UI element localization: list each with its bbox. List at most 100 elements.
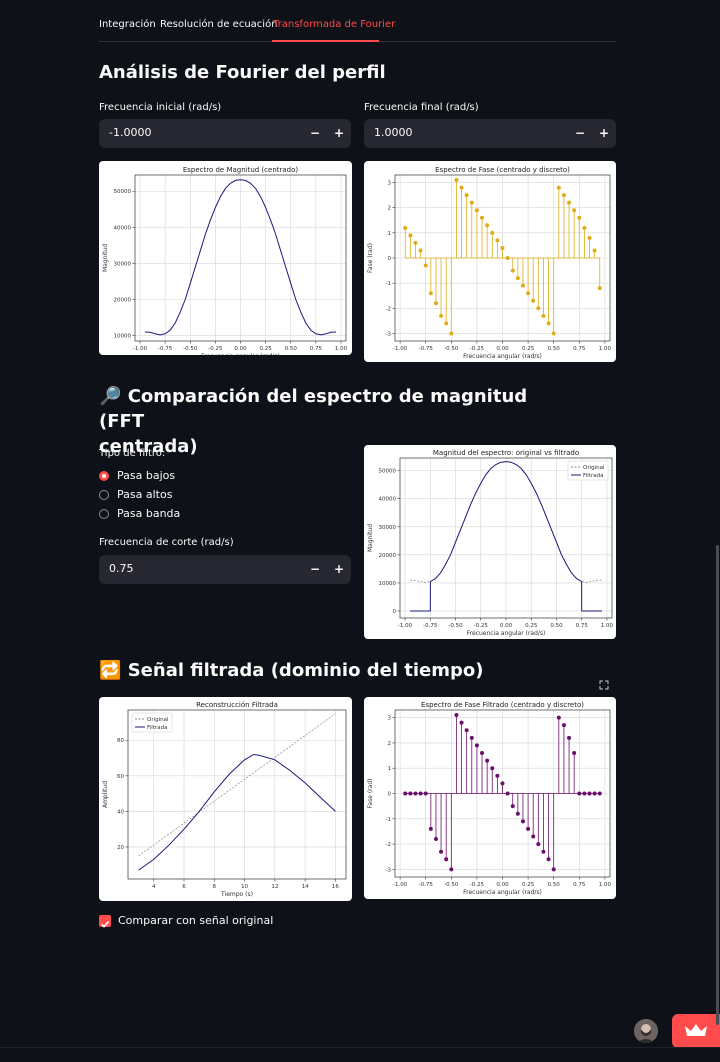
page-scrollbar[interactable] (716, 545, 719, 1025)
stem-marker (495, 238, 500, 243)
x-tick-label: 0.25 (259, 346, 272, 352)
stem-marker (444, 857, 449, 862)
tab-integracion[interactable]: Integración (99, 19, 156, 30)
x-tick-label: 16 (332, 884, 339, 890)
filtered-phase-chart: Espectro de Fase Filtrado (centrado y di… (367, 701, 612, 896)
y-tick-label: 1 (388, 231, 392, 237)
x-tick-label: -0.75 (423, 623, 438, 629)
x-axis-label: Frecuencia angular (rad/s) (201, 353, 280, 355)
x-tick-label: 0.75 (310, 346, 323, 352)
compare-checkbox[interactable] (99, 915, 111, 928)
radio-pasa-banda-label[interactable]: Pasa banda (117, 507, 181, 520)
x-tick-label: -0.50 (183, 346, 198, 352)
stem-marker (587, 235, 592, 240)
x-tick-label: -0.25 (208, 346, 223, 352)
y-tick-label: 40 (117, 809, 124, 815)
avatar[interactable] (634, 1019, 658, 1043)
freq-start-decrement-button[interactable]: − (309, 126, 321, 140)
magnifier-icon: 🔎 (99, 386, 122, 407)
tab-transformada-fourier[interactable]: Transformada de Fourier (273, 19, 396, 30)
freq-start-increment-button[interactable]: + (333, 126, 345, 140)
stem-marker (500, 781, 505, 786)
phase-spectrum-panel: Espectro de Fase (centrado y discreto) -1… (364, 161, 616, 362)
x-tick-label: 8 (213, 884, 217, 890)
x-tick-label: 4 (152, 884, 156, 890)
stem-marker (423, 263, 428, 268)
chart-title: Espectro de Fase (centrado y discreto) (435, 166, 570, 174)
plot-frame (127, 709, 347, 880)
freq-end-increment-button[interactable]: + (598, 126, 610, 140)
y-tick-label: -2 (386, 842, 391, 848)
cutoff-input[interactable]: 0.75 − + (99, 555, 351, 584)
freq-start-value[interactable]: -1.0000 (109, 126, 152, 139)
legend-label: Filtrada (583, 473, 603, 479)
tab-resolucion-ecuacion[interactable]: Resolución de ecuación (160, 19, 278, 30)
x-tick-label: -0.25 (470, 882, 485, 888)
radio-pasa-bajos[interactable] (99, 471, 109, 481)
magnitude-spectrum-chart: Espectro de Magnitud (centrado) -1.00 -0.7… (102, 166, 348, 355)
plot-frame (394, 174, 611, 342)
cutoff-label: Frecuencia de corte (rad/s) (99, 537, 234, 548)
plot-frame (394, 709, 611, 878)
cutoff-increment-button[interactable]: + (333, 562, 345, 576)
radio-pasa-altos[interactable] (99, 490, 109, 500)
stem-marker (526, 291, 531, 296)
x-tick-label: 6 (182, 884, 186, 890)
comparison-heading: 🔎 Comparación del espectro de magnitud (… (99, 384, 539, 459)
compare-checkbox-label[interactable]: Comparar con señal original (118, 914, 274, 927)
magnitude-comparison-panel: Magnitud del espectro: original vs filtr… (364, 445, 616, 639)
y-axis-label: Magnitud (102, 244, 109, 272)
fullscreen-icon[interactable] (598, 676, 610, 690)
freq-start-label: Frecuencia inicial (rad/s) (99, 102, 222, 113)
radio-pasa-altos-label[interactable]: Pasa altos (117, 488, 173, 501)
cutoff-decrement-button[interactable]: − (309, 562, 321, 576)
stem-marker (464, 728, 469, 733)
y-axis-label: Amplitud (102, 781, 109, 808)
freq-start-input[interactable]: -1.0000 − + (99, 119, 351, 148)
x-tick-label: -0.50 (448, 623, 463, 629)
stem-marker (546, 857, 551, 862)
stem-marker (469, 735, 474, 740)
stem-marker (561, 723, 566, 728)
cutoff-value[interactable]: 0.75 (109, 562, 134, 575)
y-tick-label: 20000 (114, 298, 132, 304)
stem-marker (449, 331, 454, 336)
stem-marker (526, 826, 531, 831)
x-tick-label: 10 (241, 884, 248, 890)
y-tick-label: 2 (388, 206, 392, 212)
freq-end-value[interactable]: 1.0000 (374, 126, 413, 139)
radio-pasa-banda[interactable] (99, 509, 109, 519)
streamlit-badge[interactable] (672, 1014, 720, 1048)
x-tick-label: 1.00 (599, 346, 612, 352)
x-tick-label: 0.00 (496, 882, 509, 888)
series-line (410, 461, 602, 612)
y-tick-label: 30000 (379, 525, 397, 531)
chart-title: Magnitud del espectro: original vs filtr… (433, 449, 579, 457)
x-tick-label: 0.00 (234, 346, 247, 352)
stem-marker (536, 306, 541, 311)
freq-end-input[interactable]: 1.0000 − + (364, 119, 616, 148)
series-line (138, 753, 336, 871)
filtered-reconstruction-panel: Reconstrucción Filtrada 4 6 8 10 12 14 16 20 40 60… (99, 697, 352, 901)
radio-pasa-bajos-label[interactable]: Pasa bajos (117, 469, 176, 482)
x-tick-label: 0.50 (285, 346, 298, 352)
phase-spectrum-chart: Espectro de Fase (centrado y discreto) -1… (367, 166, 612, 360)
y-tick-label: 50000 (379, 469, 397, 475)
stem-marker (510, 268, 515, 273)
stem-marker (551, 867, 556, 872)
stem-marker (541, 849, 546, 854)
y-tick-label: 40000 (379, 497, 397, 503)
y-axis-label: Fase (rad) (367, 243, 374, 273)
x-tick-label: -0.75 (419, 346, 434, 352)
x-tick-label: 0.75 (576, 623, 589, 629)
stem-marker (556, 185, 561, 190)
x-axis-label: Frecuencia angular (rad/s) (463, 889, 542, 896)
stem-marker (469, 200, 474, 205)
x-axis-label: Frecuencia angular (rad/s) (467, 630, 546, 637)
stem-marker (485, 223, 490, 228)
freq-end-decrement-button[interactable]: − (574, 126, 586, 140)
y-tick-label: 2 (388, 741, 392, 747)
stem-marker (413, 240, 418, 245)
x-axis-label: Tiempo (s) (220, 891, 253, 898)
stem-marker (567, 735, 572, 740)
